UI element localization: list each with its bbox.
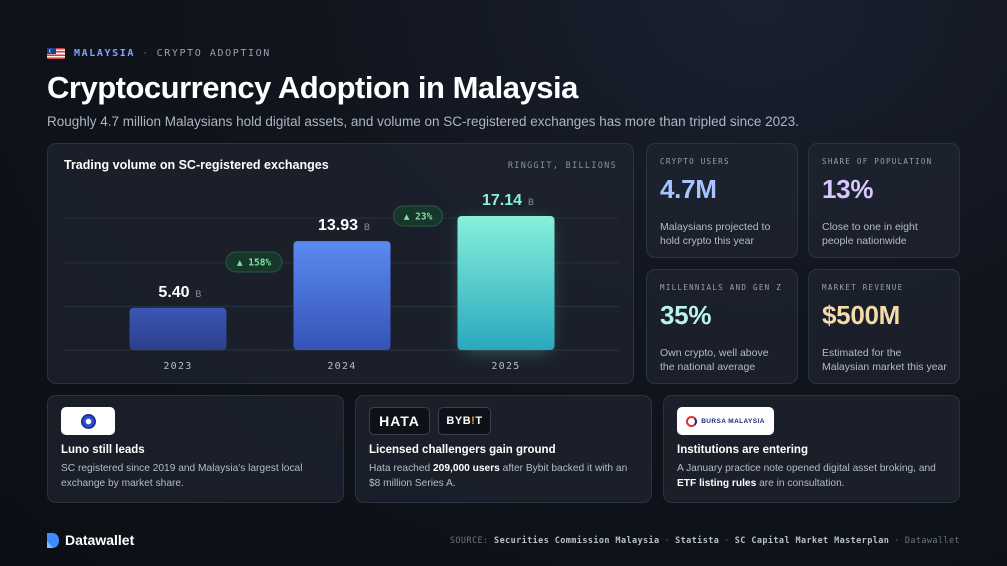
stat-label: MARKET REVENUE bbox=[822, 283, 904, 292]
stat-card-share-of-population: SHARE OF POPULATION 13% Close to one in … bbox=[808, 143, 960, 258]
kicker: MALAYSIA · CRYPTO ADOPTION bbox=[47, 46, 271, 60]
growth-label: ▲ 23% bbox=[404, 212, 433, 223]
stat-value: 4.7M bbox=[660, 174, 717, 204]
bar-2023 bbox=[129, 307, 227, 350]
bar-2025 bbox=[457, 216, 555, 350]
stat-label: MILLENNIALS AND GEN Z bbox=[660, 283, 783, 292]
chart-unit-label: RINGGIT, BILLIONS bbox=[507, 161, 617, 171]
page-title: Cryptocurrency Adoption in Malaysia bbox=[47, 70, 578, 105]
card-title: Luno still leads bbox=[61, 444, 145, 456]
brand-name: Datawallet bbox=[65, 532, 135, 548]
bar-chart: 5.40 B 2023 13.93 B 2024 17.14 B 2025 ▲ 158% ▲ 23% bbox=[64, 192, 619, 372]
stat-value: $500M bbox=[822, 300, 900, 330]
stat-card-millennials-gen-z: MILLENNIALS AND GEN Z 35% Own crypto, we… bbox=[646, 269, 798, 384]
stat-value: 35% bbox=[660, 300, 712, 330]
card-desc: Hata reached 209,000 users after Bybit b… bbox=[369, 463, 628, 489]
bar-value-unit: B bbox=[195, 289, 201, 299]
kicker-country: MALAYSIA bbox=[74, 47, 135, 59]
malaysia-flag-icon bbox=[47, 47, 65, 59]
bybit-logo-icon: BYB! T bbox=[438, 407, 491, 435]
stat-label: SHARE OF POPULATION bbox=[822, 157, 933, 166]
growth-pill bbox=[225, 251, 283, 273]
card-licensed-challengers: HATA BYB! T Licensed challengers gain gro… bbox=[355, 395, 652, 503]
stat-desc: Malaysians projected to hold crypto this… bbox=[660, 221, 771, 247]
bar-value-label: 17.14 bbox=[482, 192, 522, 209]
card-institutions: BURSA MALAYSIA Institutions are entering… bbox=[663, 395, 960, 503]
kicker-topic: CRYPTO ADOPTION bbox=[156, 47, 271, 59]
card-title: Licensed challengers gain ground bbox=[369, 444, 556, 456]
card-desc: SC registered since 2019 and Malaysia's … bbox=[61, 463, 303, 489]
stat-label: CRYPTO USERS bbox=[660, 157, 730, 166]
card-title: Institutions are entering bbox=[677, 444, 808, 456]
bursa-malaysia-logo-icon: BURSA MALAYSIA bbox=[677, 407, 774, 435]
datawallet-logo-icon bbox=[47, 532, 59, 548]
bar-value-label: 5.40 bbox=[158, 284, 189, 301]
hata-logo-icon: HATA bbox=[369, 407, 430, 435]
page-subtitle: Roughly 4.7 million Malaysians hold digi… bbox=[47, 114, 799, 129]
luno-logo-icon bbox=[61, 407, 115, 435]
brand-logo: Datawallet bbox=[47, 532, 134, 548]
growth-pill bbox=[393, 205, 443, 227]
stat-desc: Own crypto, well above the national aver… bbox=[660, 347, 769, 373]
bar-value-label: 13.93 bbox=[318, 217, 358, 234]
x-tick-label: 2025 bbox=[491, 361, 520, 372]
stat-card-market-revenue: MARKET REVENUE $500M Estimated for the M… bbox=[808, 269, 960, 384]
bar-value-unit: B bbox=[528, 197, 534, 207]
stat-card-crypto-users: CRYPTO USERS 4.7M Malaysians projected t… bbox=[646, 143, 798, 258]
stat-desc: Close to one in eight people nationwide bbox=[822, 221, 918, 247]
stat-value: 13% bbox=[822, 174, 874, 204]
chart-title: Trading volume on SC-registered exchange… bbox=[64, 158, 329, 172]
source-item: Securities Commission Malaysia bbox=[494, 536, 660, 546]
kicker-separator: · bbox=[141, 47, 150, 59]
x-tick-label: 2024 bbox=[327, 361, 356, 372]
source-label: SOURCE: bbox=[449, 536, 489, 546]
source-item: Statista bbox=[675, 536, 720, 546]
bar-2024 bbox=[293, 241, 391, 350]
source-line: SOURCE: Securities Commission Malaysia · S… bbox=[449, 536, 960, 546]
bar-value-unit: B bbox=[364, 222, 370, 232]
chart-panel: Trading volume on SC-registered exchange… bbox=[47, 143, 634, 384]
source-item: SC Capital Market Masterplan bbox=[734, 536, 890, 546]
source-credit: Datawallet bbox=[904, 536, 960, 546]
x-tick-label: 2023 bbox=[163, 361, 192, 372]
card-luno: Luno still leads SC registered since 201… bbox=[47, 395, 344, 503]
growth-label: ▲ 158% bbox=[237, 258, 272, 269]
stat-desc: Estimated for the Malaysian market this … bbox=[822, 347, 947, 373]
card-desc: A January practice note opened digital a… bbox=[677, 463, 936, 489]
